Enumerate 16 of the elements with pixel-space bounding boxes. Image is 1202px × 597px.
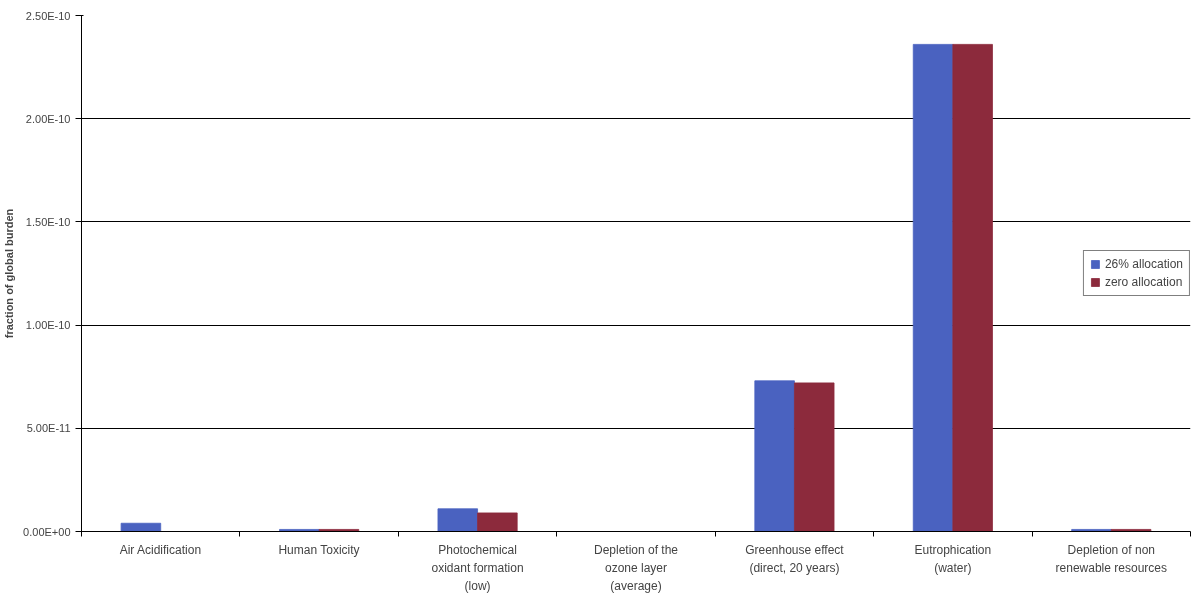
y-tick-label: 1.50E-10 [25, 215, 71, 228]
x-tick-label: Air Acidification [119, 542, 202, 557]
y-tick-label: 0.00E+00 [23, 525, 71, 538]
x-tick-label: Depletion of non renewable resources [1055, 542, 1167, 575]
y-axis-title: fraction of global burden [3, 208, 16, 339]
legend-label: zero allocation [1104, 275, 1183, 289]
legend-label: 26% allocation [1104, 257, 1183, 271]
x-tick-label: Photochemical oxidant formation (low) [431, 542, 524, 593]
x-tick-label: Depletion of the ozone layer (average) [593, 542, 679, 593]
y-tick-label: 5.00E-11 [26, 422, 71, 435]
x-tick-label: Eutrophication (water) [914, 542, 992, 575]
y-tick-label: 1.00E-10 [25, 319, 71, 332]
x-tick-label: Human Toxicity [278, 542, 360, 557]
y-tick-label: 2.00E-10 [25, 112, 71, 125]
x-tick-label: Greenhouse effect (direct, 20 years) [745, 542, 845, 575]
y-tick-label: 2.50E-10 [25, 9, 71, 22]
